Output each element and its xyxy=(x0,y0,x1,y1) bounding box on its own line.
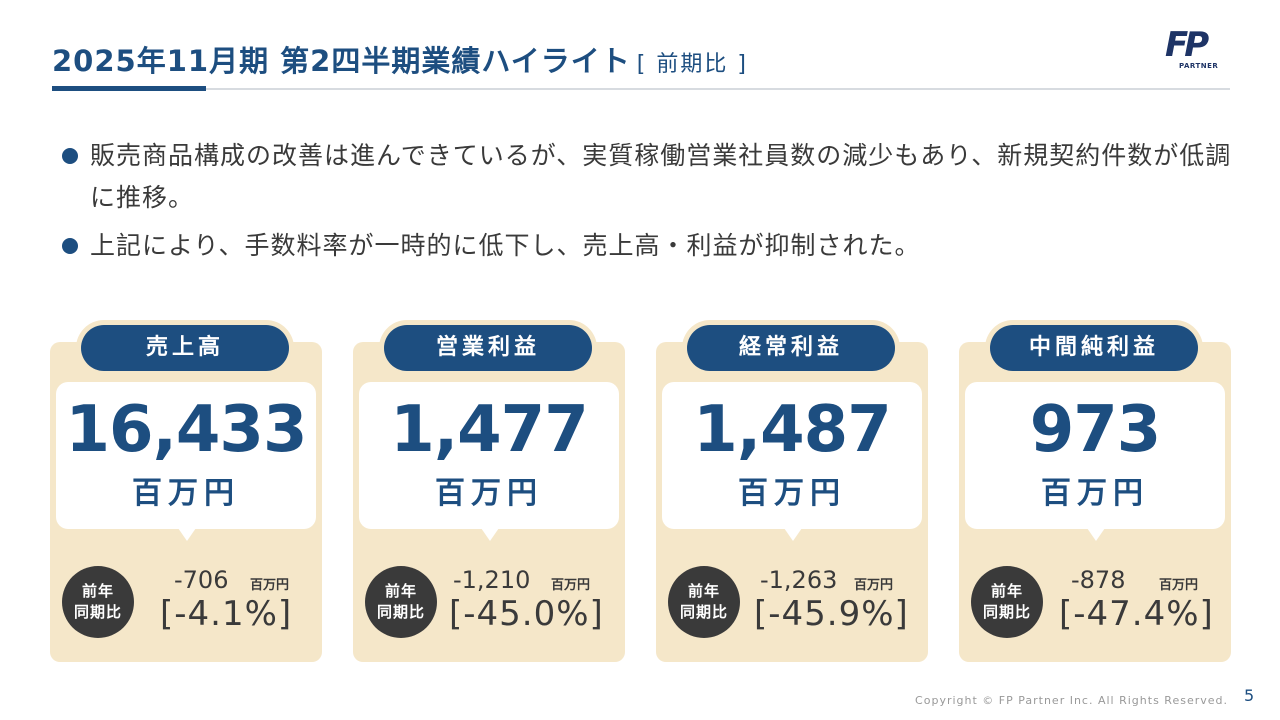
logo-subtext: PARTNER xyxy=(1179,62,1219,70)
yoy-diff: -706 xyxy=(174,566,229,594)
card-unit: 百万円 xyxy=(435,476,543,511)
card-value-panel: 16,433 百万円 xyxy=(56,382,316,541)
page-title-text: 2025年11月期 第2四半期業績ハイライト xyxy=(52,44,631,78)
yoy-percent: [-47.4%] xyxy=(1059,594,1214,634)
yoy-label-line2: 同期比 xyxy=(982,603,1031,621)
yoy-diff: -1,210 xyxy=(453,566,531,594)
kpi-card-sales: 売上高 16,433 百万円 前年 同期比 -706 百万円 [-4.1%] xyxy=(50,320,322,662)
card-label: 中間純利益 xyxy=(990,325,1198,371)
bullet-item: 販売商品構成の改善は進んできているが、実質稼働営業社員数の減少もあり、新規契約件… xyxy=(62,135,1242,219)
bullet-dot-icon xyxy=(62,238,78,254)
bullet-text: 販売商品構成の改善は進んできているが、実質稼働営業社員数の減少もあり、新規契約件… xyxy=(90,141,1232,212)
yoy-diff: -1,263 xyxy=(760,566,838,594)
yoy-label-line1: 前年 xyxy=(687,582,720,600)
panel-pointer xyxy=(784,528,802,541)
yoy-diff-unit: 百万円 xyxy=(551,578,591,593)
yoy-percent: [-4.1%] xyxy=(160,594,293,634)
yoy-percent: [-45.0%] xyxy=(449,594,604,634)
yoy-label-line1: 前年 xyxy=(81,582,114,600)
card-value: 1,477 xyxy=(390,393,588,467)
yoy-label-line1: 前年 xyxy=(384,582,417,600)
page-title-suffix: [ 前期比 ] xyxy=(636,52,748,77)
card-label: 営業利益 xyxy=(384,325,592,371)
panel-pointer xyxy=(481,528,499,541)
company-logo: FP PARTNER xyxy=(1165,26,1231,72)
yoy-percent: [-45.9%] xyxy=(754,594,909,634)
card-label: 経常利益 xyxy=(687,325,895,371)
bullet-text: 上記により、手数料率が一時的に低下し、売上高・利益が抑制された。 xyxy=(90,231,921,260)
bullet-list: 販売商品構成の改善は進んできているが、実質稼働営業社員数の減少もあり、新規契約件… xyxy=(62,135,1242,273)
title-accent-bar xyxy=(52,86,206,91)
card-unit: 百万円 xyxy=(1041,476,1149,511)
bullet-dot-icon xyxy=(62,148,78,164)
panel-pointer xyxy=(178,528,196,541)
kpi-card-ordinary-profit: 経常利益 1,487 百万円 前年 同期比 -1,263 百万円 [-45.9%… xyxy=(656,320,928,662)
yoy-badge: 前年 同期比 xyxy=(971,566,1043,638)
card-label: 売上高 xyxy=(81,325,289,371)
card-value: 16,433 xyxy=(65,393,308,467)
yoy-badge: 前年 同期比 xyxy=(62,566,134,638)
panel-pointer xyxy=(1087,528,1105,541)
page-number: 5 xyxy=(1244,686,1255,705)
copyright-text: Copyright © FP Partner Inc. All Rights R… xyxy=(915,694,1228,707)
bullet-item: 上記により、手数料率が一時的に低下し、売上高・利益が抑制された。 xyxy=(62,225,1242,267)
yoy-badge: 前年 同期比 xyxy=(365,566,437,638)
card-value-panel: 973 百万円 xyxy=(965,382,1225,541)
yoy-diff-unit: 百万円 xyxy=(854,578,894,593)
card-value-panel: 1,487 百万円 xyxy=(662,382,922,541)
card-unit: 百万円 xyxy=(738,476,846,511)
title-divider xyxy=(52,88,1230,90)
yoy-label-line2: 同期比 xyxy=(73,603,122,621)
card-unit: 百万円 xyxy=(132,476,240,511)
yoy-label-line1: 前年 xyxy=(990,582,1023,600)
yoy-label-line2: 同期比 xyxy=(376,603,425,621)
card-value: 973 xyxy=(1029,393,1162,467)
card-value-panel: 1,477 百万円 xyxy=(359,382,619,541)
card-value: 1,487 xyxy=(693,393,891,467)
yoy-label-line2: 同期比 xyxy=(679,603,728,621)
yoy-badge: 前年 同期比 xyxy=(668,566,740,638)
kpi-card-operating-profit: 営業利益 1,477 百万円 前年 同期比 -1,210 百万円 [-45.0%… xyxy=(353,320,625,662)
yoy-diff: -878 xyxy=(1071,566,1126,594)
yoy-diff-unit: 百万円 xyxy=(250,578,290,593)
page-title: 2025年11月期 第2四半期業績ハイライト[ 前期比 ] xyxy=(52,38,748,80)
logo-mark: FP xyxy=(1165,25,1209,65)
kpi-card-net-income: 中間純利益 973 百万円 前年 同期比 -878 百万円 [-47.4%] xyxy=(959,320,1231,662)
yoy-diff-unit: 百万円 xyxy=(1159,578,1199,593)
